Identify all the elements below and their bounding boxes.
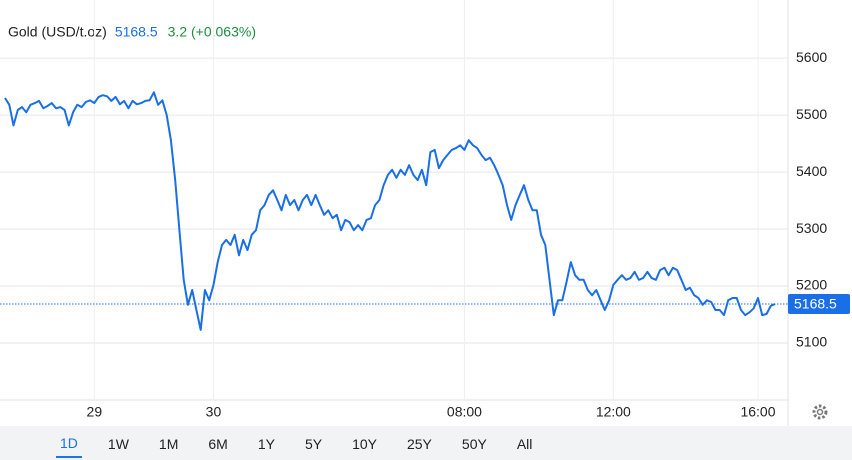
price-line	[4, 91, 776, 331]
y-tick-label: 5400	[796, 163, 827, 179]
range-button[interactable]: 6M	[208, 435, 228, 452]
range-button[interactable]: 1M	[158, 435, 179, 452]
range-bar: 1D 1W 1M 6M 1Y 5Y 10Y 25Y 50Y All	[0, 426, 852, 460]
x-tick-label: 16:00	[740, 404, 775, 420]
range-button[interactable]: 50Y	[461, 435, 487, 452]
range-button[interactable]: 10Y	[352, 435, 377, 452]
settings-icon[interactable]	[812, 404, 828, 420]
header-change: 3.2 (+0.063%)	[168, 24, 256, 40]
range-button[interactable]: 5Y	[304, 435, 323, 452]
x-tick-label: 29	[87, 404, 103, 420]
y-tick-label: 5300	[796, 220, 827, 236]
x-tick-label: 12:00	[596, 404, 631, 420]
range-button[interactable]: 25Y	[406, 435, 432, 452]
y-tick-label: 5200	[796, 277, 827, 293]
chart-title: Gold (USD/t.oz)	[8, 24, 107, 40]
range-button[interactable]: 1W	[107, 435, 129, 452]
x-tick-label: 30	[206, 404, 222, 420]
y-tick-label: 5500	[796, 106, 827, 122]
x-tick-label: 08:00	[447, 404, 482, 420]
y-tick-label: 5100	[796, 334, 827, 350]
price-tag-label: 5168.5	[794, 296, 837, 312]
range-button[interactable]: 1D	[56, 429, 82, 458]
range-button[interactable]: All	[516, 435, 533, 452]
chart: Gold (USD/t.oz) 5168.5 3.2 (+0.063%) 510…	[0, 0, 850, 426]
price-tag	[788, 293, 850, 314]
y-tick-label: 5600	[796, 49, 827, 65]
range-button[interactable]: 1Y	[257, 435, 275, 452]
header-price: 5168.5	[115, 24, 158, 40]
